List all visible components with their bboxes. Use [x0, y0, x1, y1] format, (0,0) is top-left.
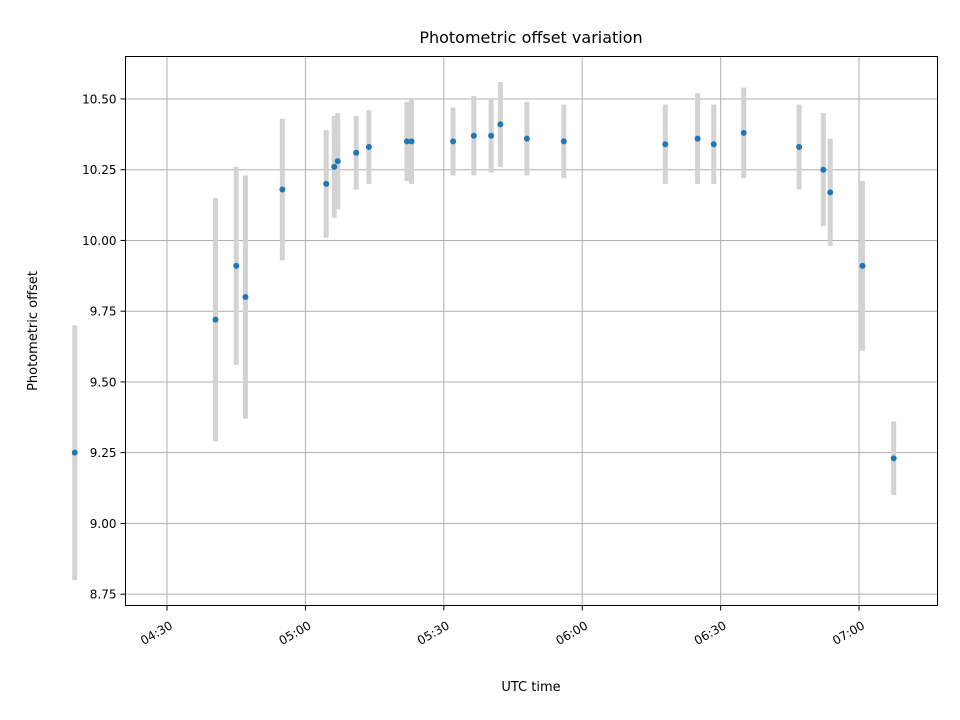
data-point — [403, 138, 410, 145]
data-point — [334, 158, 341, 165]
x-tick-label: 06:00 — [553, 618, 590, 647]
data-point — [890, 455, 897, 462]
data-point — [323, 180, 330, 187]
data-point — [820, 166, 827, 173]
x-tick-label: 04:30 — [138, 618, 175, 647]
data-point — [353, 149, 360, 156]
data-point — [859, 262, 866, 269]
y-axis-label: Photometric offset — [26, 271, 41, 391]
y-tick-label: 9.00 — [90, 517, 117, 531]
y-tick-label: 9.25 — [90, 446, 117, 460]
data-point — [365, 144, 372, 151]
tick-layer: 04:30 05:00 05:30 06:00 06:30 07:00 8.75 9.00 9.… — [82, 92, 867, 647]
data-point — [212, 316, 219, 323]
data-point — [279, 186, 286, 193]
data-point — [408, 138, 415, 145]
data-point — [740, 129, 747, 136]
y-tick-label: 9.50 — [90, 375, 117, 389]
y-tick-label: 10.00 — [82, 234, 116, 248]
y-tick-label: 10.50 — [82, 92, 116, 106]
data-point — [233, 262, 240, 269]
point-layer — [71, 121, 897, 462]
y-tick-label: 8.75 — [90, 588, 117, 602]
data-point — [470, 132, 477, 139]
data-point — [694, 135, 701, 142]
data-point — [497, 121, 504, 128]
plot-frame — [125, 56, 938, 606]
data-point — [662, 141, 669, 148]
data-point — [450, 138, 457, 145]
data-point — [710, 141, 717, 148]
data-point — [827, 189, 834, 196]
x-tick-label: 06:30 — [692, 618, 729, 647]
data-point — [560, 138, 567, 145]
x-tick-label: 07:00 — [830, 618, 867, 647]
errorbar-layer — [72, 81, 897, 581]
grid-layer — [125, 56, 938, 606]
chart-title: Photometric offset variation — [419, 28, 642, 47]
y-tick-label: 9.75 — [90, 305, 117, 319]
x-axis-label: UTC time — [501, 680, 560, 695]
x-tick-label: 05:30 — [415, 618, 452, 647]
data-point — [523, 135, 530, 142]
data-point — [796, 144, 803, 151]
data-point — [331, 163, 338, 170]
data-point — [488, 132, 495, 139]
data-point — [71, 449, 78, 456]
x-tick-label: 05:00 — [277, 618, 314, 647]
y-tick-label: 10.25 — [82, 163, 116, 177]
data-point — [242, 294, 249, 301]
